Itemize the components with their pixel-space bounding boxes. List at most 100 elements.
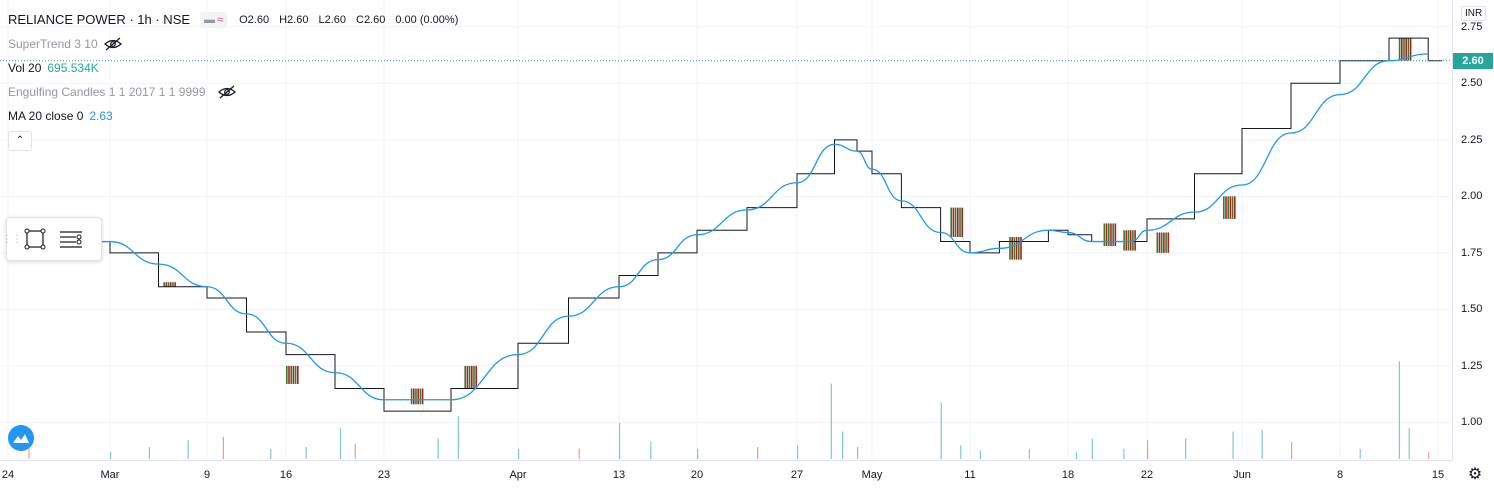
candle: [1020, 237, 1022, 260]
chart-pane[interactable]: RELIANCE POWER · 1h · NSE ▬ ≈ O2.60 H2.6…: [0, 0, 1452, 460]
volume-bar: [857, 447, 859, 459]
price-tick-label: 1.00: [1461, 416, 1483, 429]
candle: [1009, 237, 1011, 260]
time-tick-label: 20: [690, 469, 704, 481]
open-label: O: [239, 14, 248, 26]
candle: [1015, 237, 1018, 260]
candle: [1123, 230, 1125, 251]
high-value: 2.60: [287, 14, 309, 26]
ma-line: [7, 53, 1429, 401]
price-tick-label: 2.25: [1461, 133, 1483, 146]
time-tick-label: 8: [1336, 469, 1344, 481]
volume-bar: [187, 440, 189, 459]
price-scale[interactable]: INR 2.75 2.50 2.25 2.00 1.75 1.50 1.25 1.00 2.6…: [1452, 0, 1494, 460]
price-tick-label: 1.25: [1461, 359, 1483, 372]
candle: [950, 207, 952, 238]
candle: [1167, 232, 1170, 253]
price-tick-label: 1.75: [1461, 246, 1483, 259]
volume-bar: [354, 443, 356, 459]
ma-value: 2.63: [89, 109, 113, 123]
symbol-title[interactable]: RELIANCE POWER · 1h · NSE: [8, 12, 191, 27]
candle: [1229, 196, 1232, 219]
volume-bar: [28, 448, 30, 459]
candle: [1011, 237, 1013, 260]
candle: [1225, 196, 1227, 219]
open-value: 2.60: [247, 14, 270, 26]
line-settings-button[interactable]: [53, 221, 89, 257]
candle: [1403, 38, 1405, 61]
volume-value: 695.534K: [47, 61, 99, 75]
time-scale[interactable]: 24 Mar 9 16 23 Apr 13 20 27 May 11 18 22 Jun 8 15: [0, 460, 1452, 488]
rectangle-tool-button[interactable]: [17, 221, 53, 257]
volume-bar: [1261, 429, 1263, 459]
time-tick-label: 18: [1061, 469, 1075, 481]
volume-bar: [110, 452, 112, 459]
ma-row[interactable]: MA 20 close 0 2.63: [8, 104, 458, 128]
candle: [1112, 223, 1114, 247]
eye-off-icon[interactable]: [217, 85, 236, 99]
candle: [419, 388, 422, 405]
lines-settings-icon: [60, 231, 82, 248]
supertrend-row[interactable]: SuperTrend 3 10: [8, 32, 458, 56]
candle: [1156, 232, 1159, 253]
supertrend-label: SuperTrend 3 10: [8, 37, 98, 51]
candle: [475, 365, 477, 389]
candle: [417, 388, 419, 405]
time-tick-label: 16: [279, 469, 293, 481]
cloud-icon: [13, 434, 29, 443]
volume-bar: [518, 448, 520, 459]
volume-bar: [619, 423, 621, 459]
engulfing-row[interactable]: Engulfing Candles 1 1 2017 1 1 9999: [8, 80, 458, 104]
volume-bar: [697, 448, 699, 459]
volume-bar: [1408, 428, 1410, 459]
candle: [1160, 232, 1163, 253]
eye-off-icon[interactable]: [103, 37, 122, 51]
candle: [1125, 230, 1128, 251]
candle: [1158, 232, 1161, 253]
engulfing-label: Engulfing Candles 1 1 2017 1 1 9999: [8, 85, 206, 99]
gear-icon[interactable]: ⚙: [1467, 466, 1483, 483]
time-tick-label: 24: [1, 469, 15, 481]
rectangle-icon: [24, 228, 46, 250]
candle: [952, 207, 955, 238]
legend: RELIANCE POWER · 1h · NSE ▬ ≈ O2.60 H2.6…: [8, 8, 458, 151]
candle: [1114, 223, 1117, 247]
compare-tag[interactable]: ▬ ≈: [200, 12, 228, 28]
price-chart[interactable]: [0, 0, 1452, 460]
volume-bar: [1123, 448, 1125, 459]
candle: [167, 282, 170, 287]
time-tick-label: 23: [377, 469, 391, 481]
volume-bar: [1359, 448, 1361, 459]
candle: [1110, 223, 1112, 247]
tradingview-logo-icon[interactable]: [8, 425, 34, 451]
close-series-line: [38, 37, 1443, 412]
volume-row[interactable]: Vol 20 695.534K: [8, 56, 458, 80]
candle: [1227, 196, 1229, 219]
collapse-legend-button[interactable]: ⌃: [8, 131, 32, 151]
candle: [466, 365, 469, 389]
volume-bar: [222, 436, 224, 459]
drag-handle-icon[interactable]: ⋮⋮: [2, 233, 22, 245]
candle: [1407, 38, 1410, 61]
low-value: 2.60: [324, 14, 346, 26]
candle: [1165, 232, 1167, 253]
volume-bar: [270, 448, 272, 459]
candle: [1405, 38, 1407, 61]
volume-label: Vol 20: [8, 61, 42, 75]
candle: [959, 207, 961, 238]
price-tick-label: 2.75: [1461, 20, 1483, 33]
floating-drawing-toolbar[interactable]: ⋮⋮: [2, 217, 102, 261]
candle: [421, 388, 424, 405]
candle: [1409, 38, 1412, 61]
currency-badge[interactable]: INR: [1461, 6, 1487, 21]
time-tick-label: 15: [1431, 469, 1445, 481]
candle: [294, 365, 297, 384]
close-label: C: [356, 14, 364, 26]
candle: [1398, 38, 1401, 61]
price-tick-label: 2.50: [1461, 77, 1483, 90]
candle-series: [163, 38, 1412, 405]
ohlc-values: O2.60 H2.60 L2.60 C2.60 0.00 (0.00%): [239, 8, 458, 32]
candle: [169, 282, 172, 287]
candle: [410, 388, 413, 405]
candle: [1163, 232, 1165, 253]
